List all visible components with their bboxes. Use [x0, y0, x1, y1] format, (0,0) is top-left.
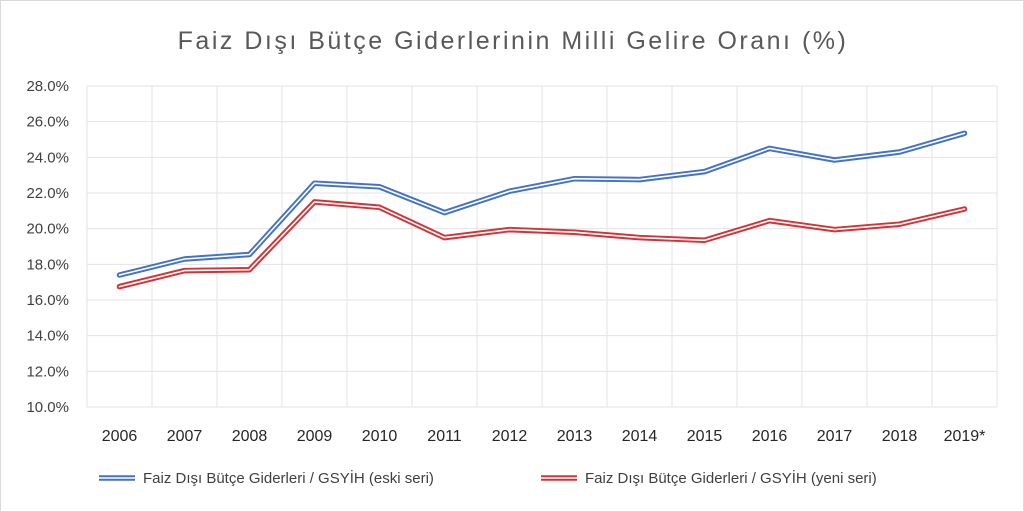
y-tick-label: 14.0%: [26, 328, 69, 345]
y-tick-label: 28.0%: [26, 78, 69, 95]
legend-label-0: Faiz Dışı Bütçe Giderleri / GSYİH (eski …: [143, 469, 434, 487]
chart-title: Faiz Dışı Bütçe Giderlerinin Milli Gelir…: [178, 27, 849, 55]
y-tick-label: 12.0%: [26, 363, 69, 380]
series-line-inner-1: [118, 201, 966, 288]
x-tick-label: 2015: [687, 428, 723, 445]
x-tick-label: 2009: [297, 428, 333, 445]
x-tick-label: 2006: [102, 428, 138, 445]
x-tick-label: 2019*: [944, 428, 986, 445]
x-tick-label: 2013: [557, 428, 593, 445]
y-tick-label: 10.0%: [26, 399, 69, 416]
x-tick-label: 2016: [752, 428, 788, 445]
x-tick-label: 2007: [167, 428, 203, 445]
y-tick-label: 16.0%: [26, 292, 69, 309]
series-line-inner-0: [118, 132, 966, 276]
x-tick-label: 2008: [232, 428, 268, 445]
y-axis-ticks: 10.0% 12.0% 14.0% 16.0% 18.0% 20.0% 22.0% 24.0%…: [26, 78, 69, 416]
y-tick-label: 18.0%: [26, 256, 69, 273]
y-tick-label: 20.0%: [26, 221, 69, 238]
y-tick-label: 26.0%: [26, 114, 69, 131]
legend-label-1: Faiz Dışı Bütçe Giderleri / GSYİH (yeni …: [585, 469, 877, 487]
y-tick-label: 22.0%: [26, 185, 69, 202]
x-tick-label: 2012: [492, 428, 528, 445]
legend: Faiz Dışı Bütçe Giderleri / GSYİH (eski …: [99, 469, 877, 487]
x-tick-label: 2011: [427, 428, 462, 445]
series-lines: [116, 130, 968, 290]
x-tick-label: 2018: [882, 428, 918, 445]
x-tick-label: 2017: [817, 428, 853, 445]
x-axis-ticks: 2006 2007 2008 2009 2010 2011 2012 2013 2014 2015…: [102, 428, 986, 445]
gridlines: [86, 85, 998, 408]
x-tick-label: 2010: [362, 428, 398, 445]
y-tick-label: 24.0%: [26, 149, 69, 166]
x-tick-label: 2014: [622, 428, 658, 445]
